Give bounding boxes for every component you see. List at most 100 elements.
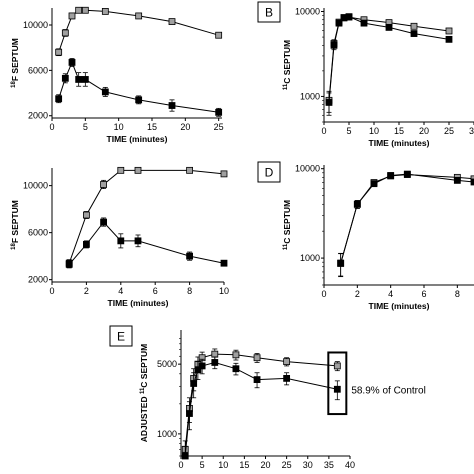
data-point [75,6,83,14]
y-axis-label: 11C SEPTUM [282,40,292,90]
data-point [232,351,240,359]
y-tick-label: 10000 [295,164,320,174]
panel-letter: D [265,166,274,180]
data-point [283,358,291,366]
x-tick-label: 25 [214,122,224,132]
x-tick-label: 5 [83,122,88,132]
panel-letter: E [117,330,125,344]
data-point [345,13,353,21]
data-point [135,12,143,20]
x-tick-label: 40 [345,460,355,470]
series-treated [55,58,223,117]
data-point [168,18,176,26]
x-tick-label: 0 [321,289,326,299]
data-point [135,96,143,104]
data-point [168,102,176,109]
data-point [445,35,453,43]
x-axis-label: TIME (minutes) [369,138,430,148]
data-point [333,385,341,393]
x-tick-label: 0 [49,122,54,132]
series-line [340,173,474,264]
x-tick-label: 8 [455,289,460,299]
y-tick-label: 10000 [295,7,320,17]
series-line [68,169,225,264]
data-point [55,95,63,103]
series-treated [325,13,453,116]
data-point [61,29,69,37]
data-point [181,452,189,460]
data-point [55,48,63,56]
x-tick-label: 30 [303,460,313,470]
panel-letter-box [109,325,133,347]
data-point [68,12,76,20]
y-tick-label: 1000 [300,91,320,101]
data-point [470,178,474,186]
x-tick-label: 0 [321,126,326,136]
y-tick-label: 1000 [300,253,320,263]
data-point [445,27,453,35]
data-point [101,88,109,96]
y-axis-label: 18F SEPTUM [10,200,20,250]
y-tick-label: 6000 [28,228,48,238]
data-point [65,260,73,268]
series-treated [337,170,474,278]
chart-panel-a: 0 5 10 15 20 25 2000 6000 10000 TIME (minutes) 18F… [10,6,224,144]
y-axis-label: 18F SEPTUM [10,38,20,88]
data-point [83,211,90,219]
data-point [410,30,418,37]
x-axis-label: TIME (minutes) [107,134,168,144]
y-tick-label: 6000 [28,65,48,75]
x-tick-label: 2 [84,286,89,296]
data-point [253,376,261,384]
data-point [83,240,90,248]
x-tick-label: 15 [239,460,249,470]
data-point [353,200,361,208]
series-line [340,174,474,264]
series-treated [65,217,228,269]
series-control [65,166,228,268]
data-point [211,350,219,358]
x-axis-label: TIME (minutes) [235,472,296,474]
x-tick-label: 25 [282,460,292,470]
data-point [387,172,395,179]
x-tick-label: 10 [219,286,229,296]
x-tick-label: 6 [153,286,158,296]
data-point [283,374,291,382]
data-point [61,74,69,82]
data-point [220,170,228,178]
highlight-box [327,351,348,416]
data-point [410,22,418,30]
data-point [75,76,83,83]
data-point [100,181,107,188]
chart-panel-b: 0 5 10 15 20 25 3 1000 10000 TIME (minutes) 11C SE… [257,1,474,148]
data-point [134,166,142,174]
x-tick-label: 0 [178,460,183,470]
data-point [385,24,393,31]
data-point [253,354,261,362]
data-point [190,380,198,387]
data-point [370,180,378,188]
panel-letter-box [257,1,281,23]
x-tick-label: 4 [388,289,393,299]
data-point [215,31,223,39]
data-point [100,218,107,226]
data-point [194,366,202,374]
y-tick-label: 1000 [157,429,177,439]
x-tick-label: 2 [355,289,360,299]
x-tick-label: 3 [469,126,474,136]
x-tick-label: 0 [49,286,54,296]
x-tick-label: 10 [114,122,124,132]
x-axis-label: TIME (minutes) [108,298,169,308]
x-tick-label: 8 [187,286,192,296]
chart-panel-e: 0 5 10 15 20 25 30 35 40 1000 5000 TIME (minutes) AD… [109,325,426,474]
y-tick-label: 10000 [23,20,48,30]
y-tick-label: 5000 [157,359,177,369]
series-control [55,6,223,57]
annotation-text: 58.9% of Control [351,385,426,396]
data-point [186,166,194,174]
data-point [232,365,240,373]
chart-panel-d: 0 2 4 6 8 1000 10000 TIME (minutes) 11C SEPTUM D [257,161,474,311]
x-axis-label: TIME (minutes) [369,301,430,311]
panel-letter-box [257,161,281,183]
